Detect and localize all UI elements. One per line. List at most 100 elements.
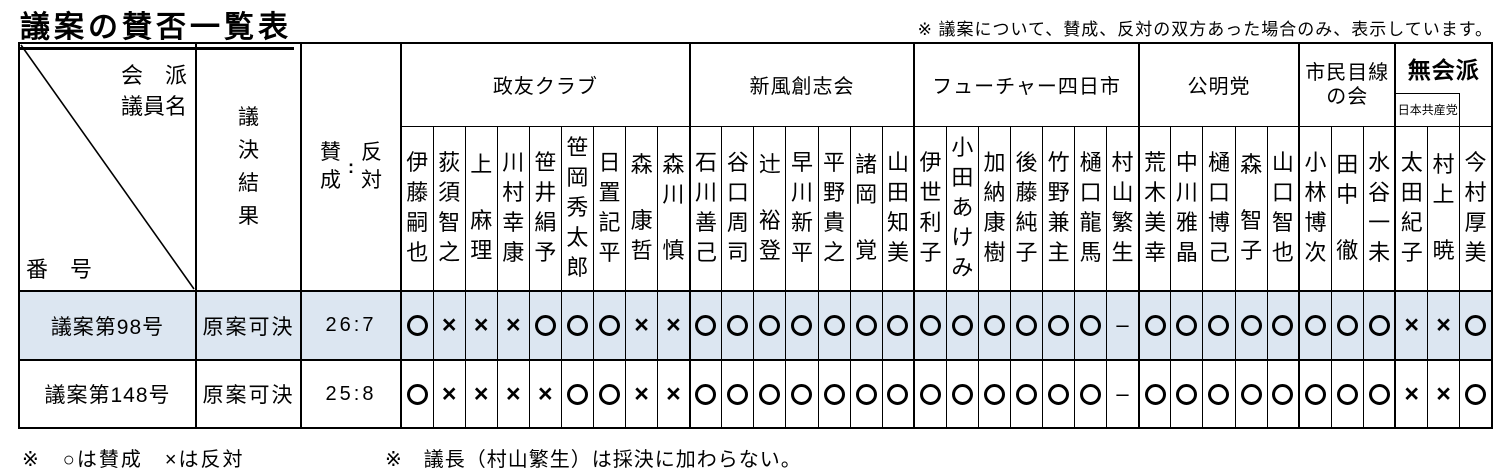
vote-mark: ×	[496, 290, 530, 361]
vote-mark	[785, 359, 819, 429]
member-name: 樋口龍馬	[1074, 125, 1108, 292]
approve-circle-icon	[1144, 315, 1166, 336]
approve-circle-icon	[727, 383, 749, 405]
approve-circle-icon	[823, 383, 845, 405]
group-header: 公明党	[1137, 42, 1300, 127]
vote-mark	[399, 359, 434, 429]
approve-circle-icon	[1016, 315, 1038, 336]
vote-mark	[1266, 290, 1300, 361]
vote-mark	[1202, 359, 1236, 429]
bill-number-cell: 議案第148号	[18, 359, 197, 429]
approve-circle-icon	[1176, 383, 1198, 405]
tally-cell: 26:7	[300, 290, 402, 361]
approve-circle-icon	[1368, 315, 1390, 336]
member-name: 加納康樹	[977, 125, 1011, 292]
vote-mark: ×	[625, 290, 659, 361]
tally-cell: 25:8	[300, 359, 402, 429]
approve-circle-icon	[920, 315, 942, 336]
approve-circle-icon	[695, 383, 717, 405]
vote-mark	[721, 290, 755, 361]
vote-mark: ×	[1394, 290, 1429, 361]
vote-mark	[945, 359, 979, 429]
approve-circle-icon	[1016, 383, 1038, 405]
vote-mark: ×	[528, 359, 562, 429]
vote-mark: ×	[1394, 359, 1429, 429]
vote-mark	[817, 290, 851, 361]
vote-mark	[1074, 359, 1108, 429]
vote-mark: ×	[464, 290, 498, 361]
vote-mark	[1009, 290, 1044, 361]
member-name: 太田紀子	[1394, 125, 1429, 292]
tally-no-label: 反対	[361, 141, 382, 192]
member-name: 森智子	[1234, 125, 1268, 292]
legend-note: ※ ○は賛成 ×は反対	[22, 449, 245, 471]
member-name: 笹井絹予	[528, 125, 562, 292]
vote-mark	[721, 359, 755, 429]
approve-circle-icon	[1336, 383, 1358, 405]
oppose-x-icon: ×	[441, 379, 457, 408]
approve-circle-icon	[1208, 315, 1230, 336]
vote-table: 会 派 議員名 番 号 議決結果 賛成: 反対 政友クラブ 新風創志会 フューチャー四…	[18, 42, 1493, 429]
vote-mark	[1170, 290, 1204, 361]
vote-mark	[688, 290, 723, 361]
approve-circle-icon	[406, 315, 428, 336]
vote-mark: ×	[496, 359, 530, 429]
approve-circle-icon	[566, 383, 588, 405]
approve-circle-icon	[1336, 315, 1358, 336]
member-name: 水谷一未	[1362, 125, 1396, 292]
approve-circle-icon	[599, 315, 620, 336]
member-name: 上麻理	[464, 125, 498, 292]
vote-mark	[753, 290, 787, 361]
tally-yes-label: 賛成	[320, 141, 341, 192]
vote-mark	[560, 359, 594, 429]
vote-mark	[977, 290, 1011, 361]
vote-mark	[1234, 290, 1268, 361]
bill-number-cell: 議案第98号	[18, 290, 197, 361]
member-name: 日置記平	[592, 125, 627, 292]
member-name: 村上暁	[1426, 125, 1461, 292]
member-name: 荒木美幸	[1137, 125, 1172, 292]
member-name: 早川新平	[785, 125, 819, 292]
member-name: 後藤純子	[1009, 125, 1044, 292]
approve-circle-icon	[1465, 383, 1487, 405]
group-header: フューチャー四日市	[913, 42, 1140, 127]
bill-number-label: 番 号	[26, 257, 93, 282]
approve-circle-icon	[1368, 383, 1390, 405]
vote-mark: ×	[464, 359, 498, 429]
approve-circle-icon	[1272, 383, 1294, 405]
approve-circle-icon	[1208, 383, 1230, 405]
faction-label: 会 派	[120, 63, 187, 88]
approve-circle-icon	[1304, 383, 1326, 405]
vote-mark: ×	[1426, 290, 1461, 361]
group-header: 市民目線 の会	[1298, 42, 1396, 127]
oppose-x-icon: ×	[1404, 311, 1420, 339]
vote-mark	[528, 290, 562, 361]
vote-mark	[1459, 359, 1493, 429]
corner-diagonal: 会 派 議員名 番 号	[20, 44, 194, 290]
member-name: 笹岡秀太郎	[560, 125, 594, 292]
member-name: 諸岡覚	[849, 125, 883, 292]
group-header: 無会派	[1394, 42, 1493, 93]
approve-circle-icon	[791, 383, 813, 405]
approve-circle-icon	[1240, 315, 1262, 336]
vote-mark	[913, 290, 947, 361]
vote-result-cell: 原案可決	[195, 359, 302, 429]
member-name: 川村幸康	[496, 125, 530, 292]
vote-mark	[399, 290, 434, 361]
member-name: 伊藤嗣也	[399, 125, 434, 292]
vote-mark	[1009, 359, 1044, 429]
approve-circle-icon	[759, 383, 781, 405]
abstain-dash-icon: –	[1116, 380, 1129, 406]
subgroup-empty-cell	[1459, 93, 1493, 127]
vote-mark	[1330, 290, 1364, 361]
display-condition-note: ※ 議案について、賛成、反対の双方あった場合のみ、表示しています。	[917, 20, 1493, 39]
group-header: 政友クラブ	[400, 42, 691, 127]
oppose-x-icon: ×	[1436, 311, 1451, 339]
oppose-x-icon: ×	[505, 311, 521, 339]
approve-circle-icon	[983, 383, 1005, 405]
corner-top-labels: 会 派 議員名	[121, 60, 187, 122]
vote-mark	[849, 290, 883, 361]
approve-circle-icon	[855, 315, 877, 336]
oppose-x-icon: ×	[666, 311, 681, 339]
bill-row: 議案第98号 原案可決 26:7 × × × × × – × ×	[18, 290, 1493, 361]
